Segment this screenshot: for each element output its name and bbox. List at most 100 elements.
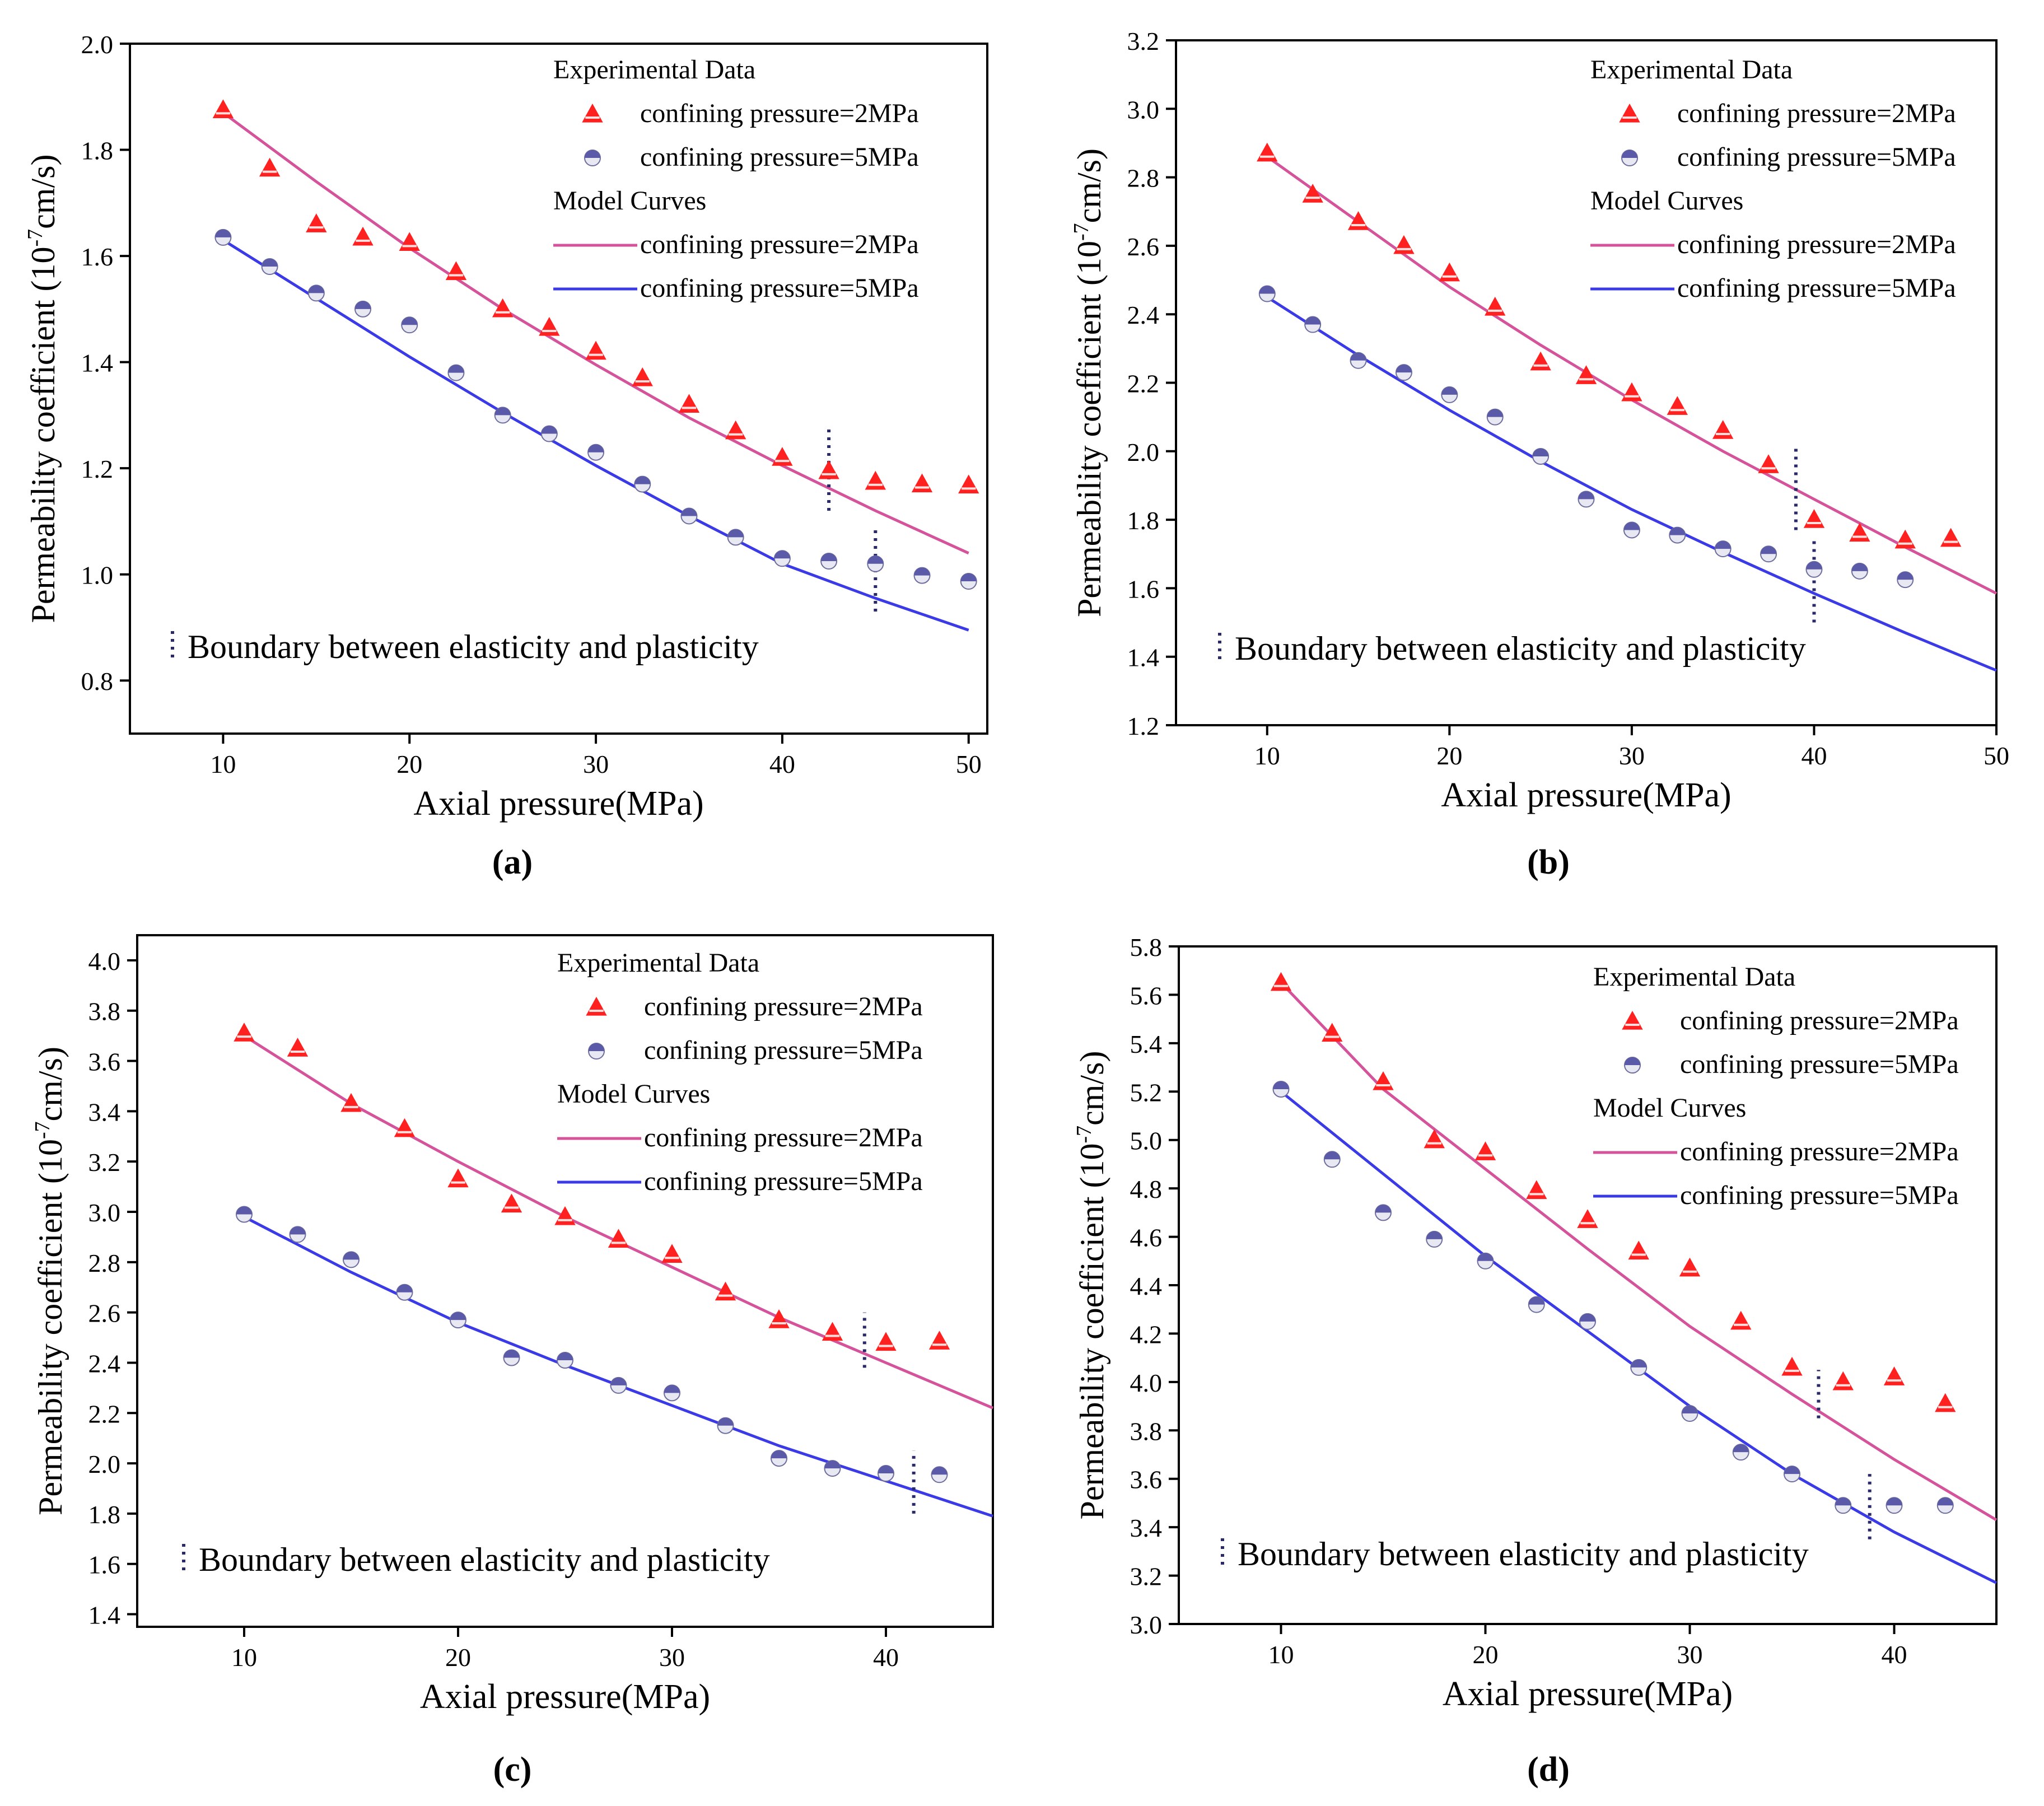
y-axis-label-main: Permeability coefficient (10 xyxy=(1071,241,1108,617)
boundary-annotation: Boundary between elasticity and plastici… xyxy=(188,628,759,665)
legend-header-model: Model Curves xyxy=(1590,186,1743,216)
data-point-2mpa xyxy=(447,1168,469,1188)
legend-marker-5mpa xyxy=(1621,150,1638,166)
data-point-2mpa xyxy=(1667,396,1688,415)
circle-marker-fill xyxy=(1784,1466,1800,1474)
triangle-marker-body xyxy=(1832,1371,1854,1390)
triangle-marker-body xyxy=(1439,262,1460,282)
circle-marker-fill xyxy=(588,444,604,452)
data-point-5mpa xyxy=(1681,1405,1698,1422)
legend-entry-model-2mpa: confining pressure=2MPa xyxy=(1677,230,1956,259)
x-tick-label: 10 xyxy=(1254,741,1280,770)
data-point-5mpa xyxy=(1578,491,1595,508)
data-point-5mpa xyxy=(1441,386,1458,403)
data-point-5mpa xyxy=(1528,1296,1545,1313)
data-point-5mpa xyxy=(717,1417,734,1434)
triangle-marker-body xyxy=(340,1093,362,1112)
legend-marker-2mpa xyxy=(582,103,603,123)
data-point-2mpa xyxy=(492,298,514,318)
triangle-marker-body xyxy=(1679,1257,1701,1277)
data-point-2mpa xyxy=(445,261,467,281)
data-point-2mpa xyxy=(1526,1180,1547,1200)
triangle-marker-body xyxy=(1883,1366,1905,1385)
data-point-5mpa xyxy=(773,550,791,567)
circle-marker-fill xyxy=(1305,316,1321,325)
legend-entry-exp-5mpa: confining pressure=5MPa xyxy=(1680,1049,1959,1079)
legend-entry-exp-2mpa: confining pressure=2MPa xyxy=(640,99,919,128)
data-point-5mpa xyxy=(557,1351,573,1369)
data-point-2mpa xyxy=(1530,351,1551,371)
data-point-2mpa xyxy=(1883,1366,1905,1385)
circle-marker-fill xyxy=(1761,546,1777,554)
data-point-5mpa xyxy=(1623,521,1640,539)
y-tick-label: 4.0 xyxy=(88,947,121,976)
model-curve-2mpa xyxy=(222,111,969,555)
circle-marker-fill xyxy=(1851,563,1868,571)
circle-marker-fill xyxy=(1715,541,1731,549)
circle-marker-fill xyxy=(262,259,278,267)
panel-label-a: (a) xyxy=(492,843,533,881)
data-point-2mpa xyxy=(958,474,979,494)
legend-entry-exp-5mpa: confining pressure=5MPa xyxy=(640,142,919,172)
triangle-marker-body xyxy=(1622,1010,1643,1030)
circle-marker-fill xyxy=(215,229,231,237)
data-point-2mpa xyxy=(259,157,281,177)
panel-label-b: (b) xyxy=(1527,843,1570,881)
circle-marker-fill xyxy=(503,1350,520,1358)
data-point-5mpa xyxy=(820,553,838,570)
legend-marker-5mpa xyxy=(584,150,601,166)
y-tick-label: 5.6 xyxy=(1130,981,1163,1010)
triangle-marker-body xyxy=(1322,1023,1343,1042)
boundary-annotation: Boundary between elasticity and plastici… xyxy=(1235,630,1806,667)
y-tick-label: 1.8 xyxy=(88,1500,121,1529)
x-tick-label: 40 xyxy=(769,750,795,778)
triangle-marker-body xyxy=(1628,1240,1649,1260)
legend-marker-2mpa xyxy=(1619,103,1640,123)
data-point-5mpa xyxy=(771,1450,787,1467)
triangle-marker-body xyxy=(1667,396,1688,415)
y-tick-label: 1.6 xyxy=(1127,575,1160,603)
legend-marker-5mpa xyxy=(588,1043,605,1060)
data-point-2mpa xyxy=(1393,235,1415,254)
data-point-5mpa xyxy=(1805,561,1823,578)
x-tick-label: 10 xyxy=(210,750,236,778)
data-point-5mpa xyxy=(1630,1359,1648,1376)
x-tick-label: 10 xyxy=(1268,1640,1294,1669)
model-curve-5mpa xyxy=(1266,296,1997,672)
y-tick-label: 3.6 xyxy=(88,1048,121,1076)
circle-marker-fill xyxy=(1886,1497,1902,1506)
data-point-5mpa xyxy=(1732,1444,1749,1461)
data-point-2mpa xyxy=(1730,1310,1752,1330)
triangle-marker-body xyxy=(1257,142,1278,162)
legend-header-experimental: Experimental Data xyxy=(553,55,755,85)
y-axis-label-main: Permeability coefficient (10 xyxy=(25,246,62,623)
triangle-marker-body xyxy=(1270,972,1292,991)
y-tick-label: 2.2 xyxy=(1127,370,1160,398)
x-tick-label: 30 xyxy=(583,750,609,778)
triangle-marker-body xyxy=(1730,1310,1752,1330)
y-tick-label: 1.6 xyxy=(88,1551,121,1579)
data-point-2mpa xyxy=(911,473,933,493)
legend: Experimental Data confining pressure=2MPa… xyxy=(553,55,919,303)
y-axis-label: Permeability coefficient (10-7cm/s) xyxy=(1070,148,1108,617)
y-tick-label: 4.0 xyxy=(1130,1369,1163,1397)
data-point-5mpa xyxy=(1714,540,1732,558)
data-point-5mpa xyxy=(610,1376,627,1394)
y-tick-label: 2.2 xyxy=(88,1399,121,1428)
triangle-marker-body xyxy=(287,1038,309,1057)
circle-marker-fill xyxy=(1324,1151,1340,1160)
x-axis-label: Axial pressure(MPa) xyxy=(1443,1675,1733,1713)
y-axis-label-unit: cm/s) xyxy=(1074,1051,1110,1126)
legend-entry-exp-5mpa: confining pressure=5MPa xyxy=(1677,142,1956,172)
chart-panel-c: 1.4 1.6 1.8 2.0 2.2 2.4 2.6 2.8 3.0 3.2 3.4 3.6 3.8 4… xyxy=(31,934,994,1716)
chart-panel-d: 3.0 3.2 3.4 3.6 3.8 4.0 4.2 4.4 4.6 4.8 5.0 5.2 5.4 5… xyxy=(1072,933,1998,1713)
data-point-5mpa xyxy=(354,300,372,318)
data-point-2mpa xyxy=(678,394,700,413)
y-axis-label: Permeability coefficient (10-7cm/s) xyxy=(24,155,62,623)
triangle-marker-body xyxy=(1619,103,1640,123)
triangle-marker-body xyxy=(585,340,606,360)
data-point-2mpa xyxy=(352,226,374,246)
data-point-5mpa xyxy=(931,1466,948,1483)
boundary-annotation: Boundary between elasticity and plastici… xyxy=(199,1541,770,1578)
data-point-5mpa xyxy=(401,316,418,334)
